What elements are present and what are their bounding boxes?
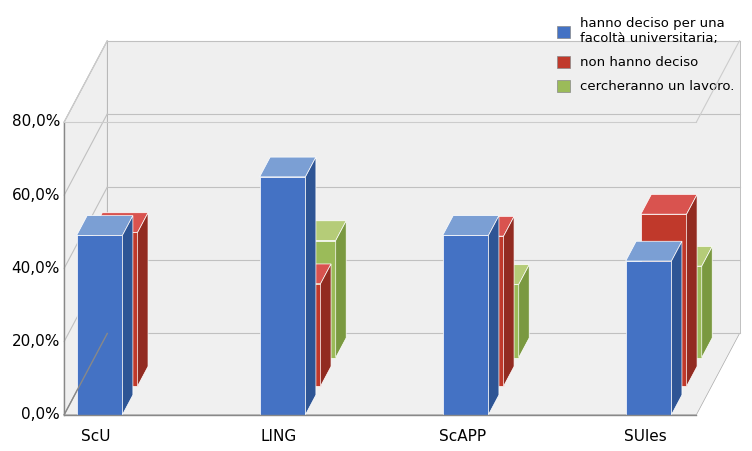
Polygon shape [641,214,687,386]
Polygon shape [672,241,682,415]
Polygon shape [274,284,320,386]
Polygon shape [626,261,672,415]
Polygon shape [259,157,316,177]
Text: ScAPP: ScAPP [438,428,486,444]
Polygon shape [92,213,148,232]
Text: LING: LING [261,428,297,444]
Legend: hanno deciso per una
facoltà universitaria;, non hanno deciso, cercheranno un la: hanno deciso per una facoltà universitar… [550,11,741,100]
Text: 40,0%: 40,0% [11,261,60,276]
Polygon shape [274,264,331,284]
Polygon shape [290,240,335,358]
Text: 80,0%: 80,0% [11,115,60,129]
Polygon shape [473,265,529,285]
Polygon shape [504,216,514,386]
Text: 20,0%: 20,0% [11,334,60,349]
Text: 0,0%: 0,0% [21,407,60,422]
Polygon shape [641,194,697,214]
Polygon shape [335,221,346,358]
Polygon shape [64,333,739,415]
Polygon shape [92,232,138,386]
Polygon shape [138,213,148,386]
Polygon shape [656,246,712,266]
Polygon shape [305,157,316,415]
Polygon shape [458,216,514,236]
Polygon shape [702,246,712,358]
Polygon shape [259,177,305,415]
Polygon shape [473,285,519,358]
Polygon shape [77,216,133,235]
Text: ScU: ScU [81,428,111,444]
Polygon shape [443,235,489,415]
Polygon shape [123,216,133,415]
Polygon shape [687,194,697,386]
Polygon shape [290,221,346,240]
Text: 60,0%: 60,0% [11,188,60,202]
Text: SUles: SUles [623,428,666,444]
Polygon shape [64,41,108,415]
Polygon shape [656,266,702,358]
Polygon shape [489,216,499,415]
Polygon shape [108,41,739,333]
Polygon shape [626,241,682,261]
Polygon shape [443,216,499,235]
Polygon shape [458,236,504,386]
Polygon shape [519,265,529,358]
Polygon shape [320,264,331,386]
Polygon shape [77,235,123,415]
